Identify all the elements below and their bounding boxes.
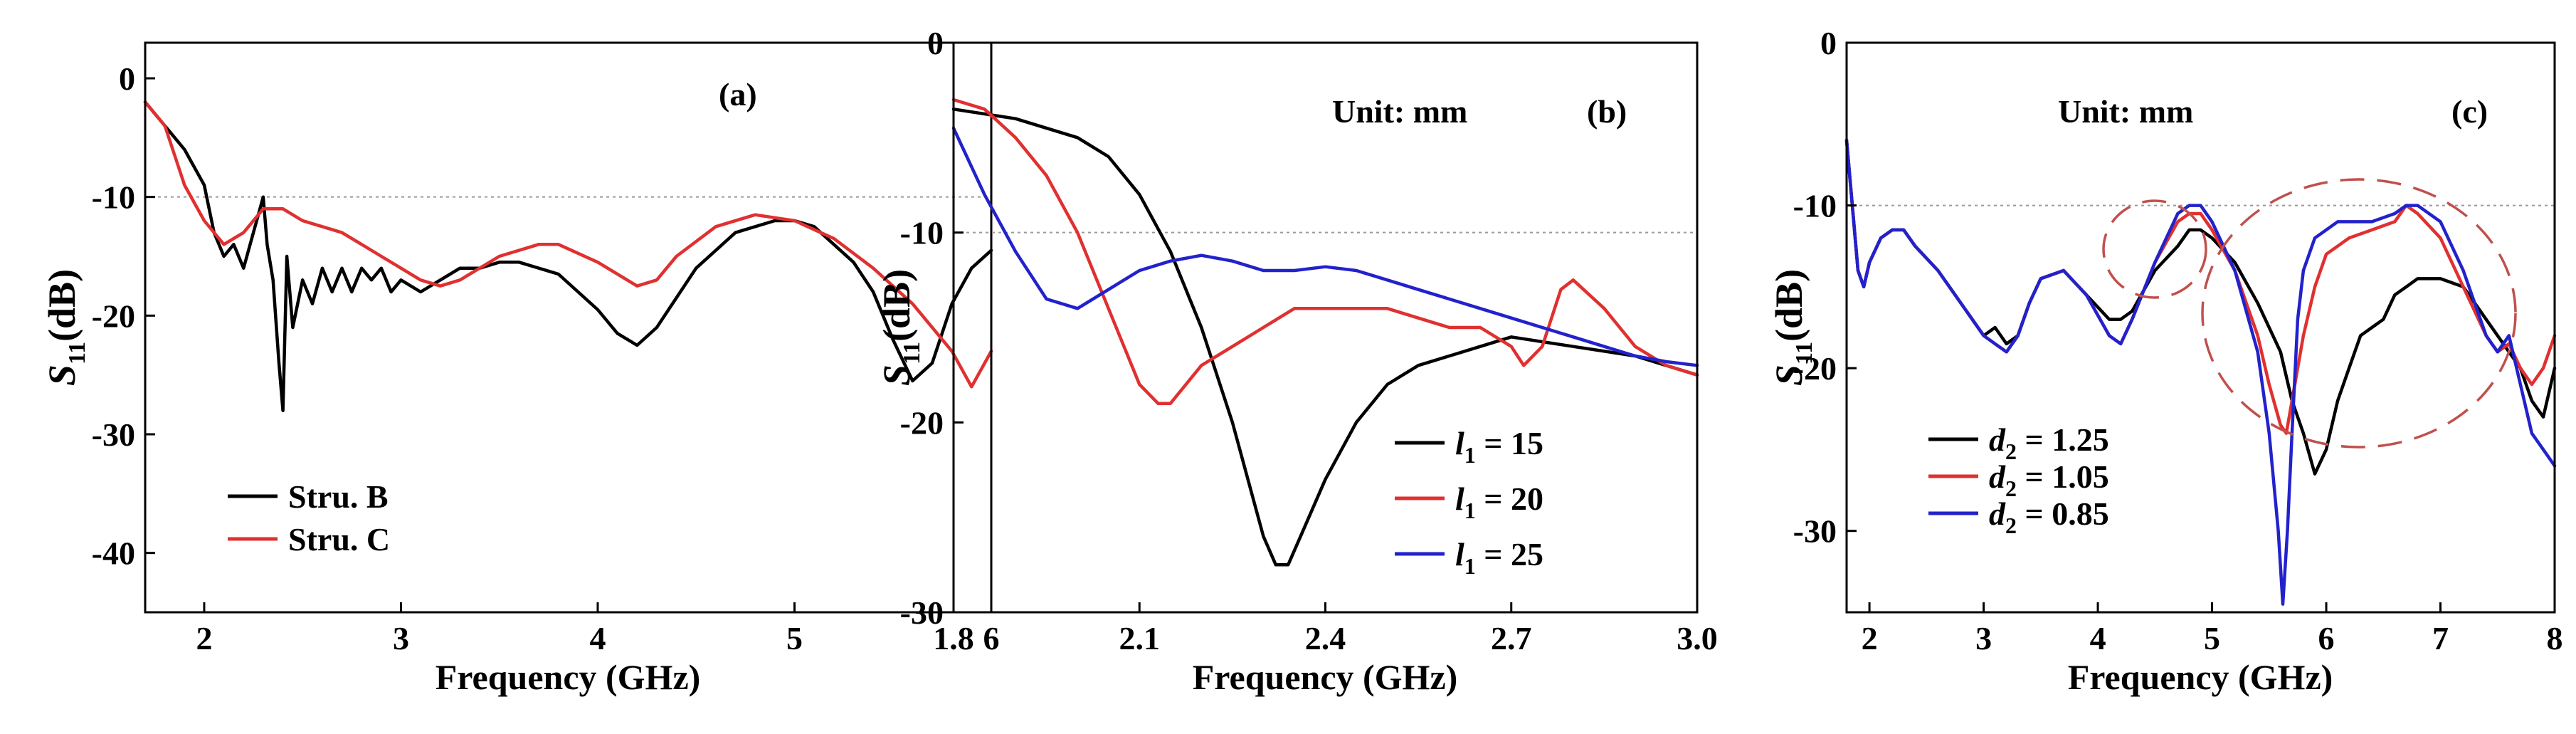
y-tick-label: 0	[927, 25, 944, 61]
y-axis-title: S11(dB)	[1768, 269, 1817, 386]
legend-label-d2-105: d2 = 1.05	[1989, 458, 2109, 501]
series-group	[1844, 138, 2557, 606]
legend-label-stru-b: Stru. B	[288, 478, 389, 515]
x-tick-label: 4	[2090, 620, 2106, 656]
y-tick-label: -10	[92, 179, 135, 216]
y-tick-label: -20	[900, 404, 944, 441]
series-group	[951, 98, 1699, 567]
y-axis-title: S11(dB)	[41, 269, 90, 386]
legend-label-stru-c: Stru. C	[288, 521, 390, 557]
x-tick-label: 6	[2318, 620, 2335, 656]
y-tick-label: -20	[1793, 350, 1837, 387]
x-axis-ticks: 2 3 4 5 6 7 8	[1862, 602, 2563, 656]
y-tick-label: 0	[119, 61, 135, 97]
y-tick-label: -20	[92, 298, 135, 334]
unit-annotation: Unit: mm	[1332, 93, 1467, 130]
x-tick-label: 2	[196, 620, 212, 656]
x-tick-label: 3.0	[1677, 620, 1718, 656]
series-line-2	[143, 100, 993, 389]
x-tick-label: 2.7	[1491, 620, 1532, 656]
plot-frame	[144, 41, 993, 614]
legend: l1 = 15 l1 = 20 l1 = 25	[1395, 425, 1543, 579]
x-tick-label: 2	[1862, 620, 1878, 656]
x-tick-label: 2.1	[1119, 620, 1161, 656]
legend-label-d2-085: d2 = 0.85	[1989, 496, 2109, 538]
series-line-3	[1844, 138, 2557, 606]
plot-frame	[952, 41, 1699, 614]
legend-label-l1-20: l1 = 20	[1455, 481, 1543, 523]
y-axis-ticks: 0 -10 -20 -30	[900, 25, 964, 631]
y-axis-title: S11(dB)	[875, 269, 925, 386]
y-tick-label: -40	[92, 535, 135, 572]
x-tick-label: 3	[1975, 620, 1992, 656]
y-axis-ticks: 0 -10 -20 -30	[1793, 25, 1857, 550]
panel-b: 0 -10 -20 -30 1.8 2.1 2.4 2.7 3.0 Frequency (GH…	[875, 25, 1718, 697]
x-axis-title: Frequency (GHz)	[436, 657, 701, 697]
series-line-2	[1844, 138, 2557, 435]
y-tick-label: -30	[92, 416, 135, 453]
legend-label-l1-15: l1 = 15	[1455, 425, 1543, 468]
legend: Stru. B Stru. C	[228, 478, 390, 557]
x-tick-label: 3	[393, 620, 409, 656]
x-axis-ticks: 2 3 4 5 6	[196, 602, 1000, 656]
x-tick-label: 4	[589, 620, 606, 656]
y-tick-label: -10	[1793, 188, 1837, 224]
panel-tag: (a)	[719, 76, 757, 112]
x-tick-label: 7	[2432, 620, 2449, 656]
panel-c: 0 -10 -20 -30 2 3 4 5 6 7 8 Frequency (GHz) S11(d…	[1768, 25, 2563, 697]
x-tick-label: 2.4	[1305, 620, 1346, 656]
x-axis-title: Frequency (GHz)	[2068, 657, 2333, 697]
x-tick-label: 5	[786, 620, 803, 656]
y-tick-label: -10	[900, 215, 944, 251]
x-axis-ticks: 1.8 2.1 2.4 2.7 3.0	[933, 602, 1718, 656]
x-axis-title: Frequency (GHz)	[1193, 657, 1458, 697]
panel-tag: (b)	[1587, 93, 1627, 130]
series-group	[143, 100, 993, 412]
y-tick-label: 0	[1820, 25, 1837, 61]
panel-a: 0 -10 -20 -30 -40 2 3 4 5 6 Frequency (GHz) S11(…	[41, 41, 1000, 697]
series-line-1	[951, 108, 1699, 567]
x-tick-label: 1.8	[933, 620, 974, 656]
x-tick-label: 6	[983, 620, 1000, 656]
legend-label-d2-125: d2 = 1.25	[1989, 421, 2109, 464]
y-axis-ticks: 0 -10 -20 -30 -40	[92, 61, 155, 572]
series-line-2	[951, 98, 1699, 405]
legend: d2 = 1.25 d2 = 1.05 d2 = 0.85	[1928, 421, 2109, 538]
y-tick-label: -30	[1793, 513, 1837, 550]
x-tick-label: 8	[2547, 620, 2563, 656]
series-line-3	[951, 126, 1699, 367]
highlight-ellipse-large	[2201, 178, 2517, 449]
plot-frame	[1845, 41, 2556, 614]
unit-annotation: Unit: mm	[2058, 93, 2193, 130]
series-line-1	[143, 100, 993, 412]
legend-label-l1-25: l1 = 25	[1455, 536, 1543, 579]
highlight-ellipse-small	[2102, 199, 2207, 299]
y-tick-label: -30	[900, 594, 944, 631]
x-tick-label: 5	[2204, 620, 2220, 656]
panel-tag: (c)	[2451, 93, 2488, 130]
